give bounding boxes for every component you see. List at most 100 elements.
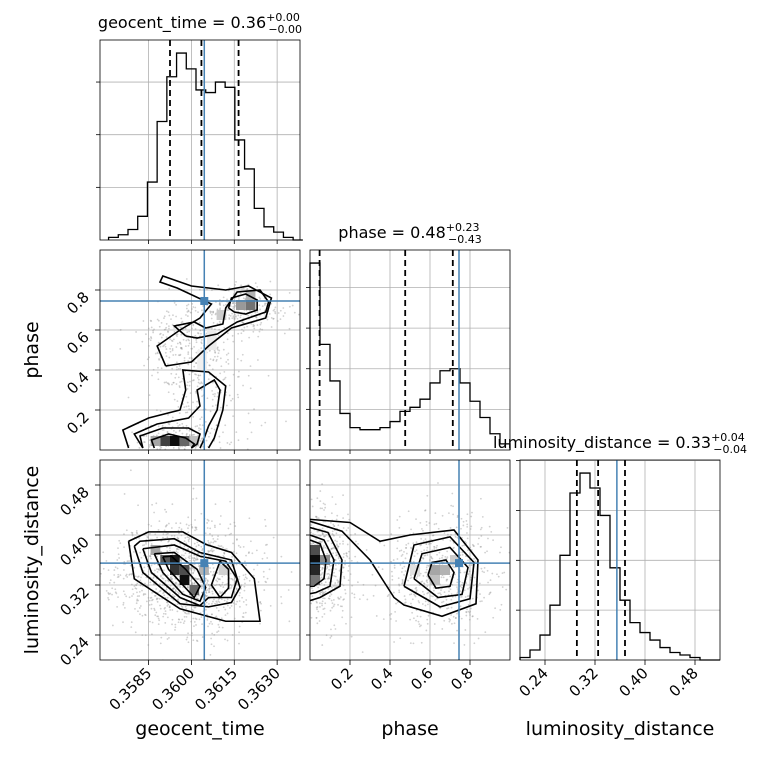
- sample-point: [136, 595, 139, 598]
- sample-point: [248, 336, 251, 339]
- sample-point: [420, 641, 423, 644]
- sample-point: [197, 552, 200, 555]
- sample-point: [353, 596, 356, 599]
- sample-point: [228, 443, 231, 446]
- sample-point: [325, 533, 328, 536]
- sample-point: [480, 535, 483, 537]
- sample-point: [428, 542, 431, 545]
- sample-point: [181, 422, 184, 425]
- sample-point: [330, 542, 333, 545]
- sample-point: [353, 593, 356, 596]
- sample-point: [219, 585, 222, 588]
- sample-point: [141, 614, 144, 617]
- sample-point: [321, 615, 324, 618]
- sample-point: [415, 586, 418, 589]
- sample-point: [212, 571, 215, 573]
- sample-point: [464, 629, 467, 631]
- sample-point: [183, 448, 186, 450]
- sample-point: [156, 371, 159, 374]
- sample-point: [154, 533, 157, 536]
- sample-point: [151, 503, 153, 506]
- sample-point: [156, 555, 159, 558]
- sample-point: [194, 529, 196, 532]
- sample-point: [230, 399, 232, 402]
- sample-point: [279, 318, 282, 321]
- sample-point: [177, 446, 180, 449]
- sample-point: [220, 365, 223, 368]
- sample-point: [344, 560, 346, 562]
- sample-point: [191, 608, 194, 611]
- sample-point: [202, 451, 204, 453]
- sample-point: [216, 391, 219, 394]
- sample-point: [197, 378, 200, 381]
- sample-point: [240, 588, 242, 590]
- sample-point: [238, 375, 240, 378]
- sample-point: [293, 549, 295, 551]
- sample-point: [179, 445, 182, 448]
- sample-point: [342, 556, 345, 559]
- sample-point: [306, 574, 308, 576]
- sample-point: [218, 349, 221, 352]
- sample-point: [332, 533, 334, 536]
- sample-point: [180, 333, 183, 336]
- sample-point: [440, 593, 442, 596]
- sample-point: [168, 383, 170, 386]
- sample-point: [164, 345, 167, 348]
- sample-point: [193, 625, 195, 628]
- sample-point: [185, 314, 187, 316]
- sample-point: [289, 536, 291, 538]
- sample-point: [343, 575, 345, 578]
- sample-point: [200, 545, 203, 548]
- sample-point: [405, 552, 408, 555]
- sample-point: [400, 571, 403, 573]
- sample-point: [153, 607, 156, 610]
- sample-point: [218, 620, 221, 623]
- sample-point: [239, 292, 242, 295]
- sample-point: [195, 362, 197, 364]
- sample-point: [192, 487, 195, 490]
- sample-point: [179, 558, 182, 561]
- sample-point: [170, 576, 172, 579]
- sample-point: [200, 581, 202, 584]
- sample-point: [322, 546, 324, 549]
- sample-point: [166, 616, 169, 619]
- sample-point: [191, 525, 193, 528]
- sample-point: [315, 606, 318, 609]
- sample-point: [201, 395, 203, 398]
- sample-point: [184, 552, 187, 555]
- sample-point: [259, 328, 262, 330]
- sample-point: [303, 547, 305, 549]
- sample-point: [410, 546, 412, 549]
- sample-point: [200, 347, 203, 350]
- sample-point: [199, 440, 202, 443]
- sample-point: [205, 583, 207, 586]
- density-cell: [189, 585, 200, 595]
- sample-point: [323, 607, 326, 610]
- sample-point: [333, 603, 336, 606]
- sample-point: [164, 328, 167, 331]
- sample-point: [186, 428, 188, 431]
- sample-point: [160, 469, 162, 471]
- sample-point: [148, 394, 151, 397]
- sample-point: [483, 566, 486, 569]
- sample-point: [268, 568, 271, 571]
- sample-point: [319, 602, 321, 605]
- sample-point: [327, 577, 330, 580]
- sample-point: [410, 576, 413, 579]
- sample-point: [215, 360, 218, 362]
- sample-point: [172, 429, 175, 432]
- sample-point: [165, 310, 168, 313]
- sample-point: [190, 311, 193, 314]
- sample-point: [279, 309, 282, 312]
- sample-point: [284, 312, 286, 314]
- sample-point: [410, 602, 412, 605]
- sample-point: [451, 583, 454, 586]
- sample-point: [462, 524, 465, 527]
- sample-point: [102, 551, 105, 554]
- sample-point: [162, 536, 164, 539]
- sample-point: [396, 601, 399, 604]
- sample-point: [149, 554, 152, 557]
- sample-point: [459, 590, 462, 593]
- sample-point: [201, 585, 204, 588]
